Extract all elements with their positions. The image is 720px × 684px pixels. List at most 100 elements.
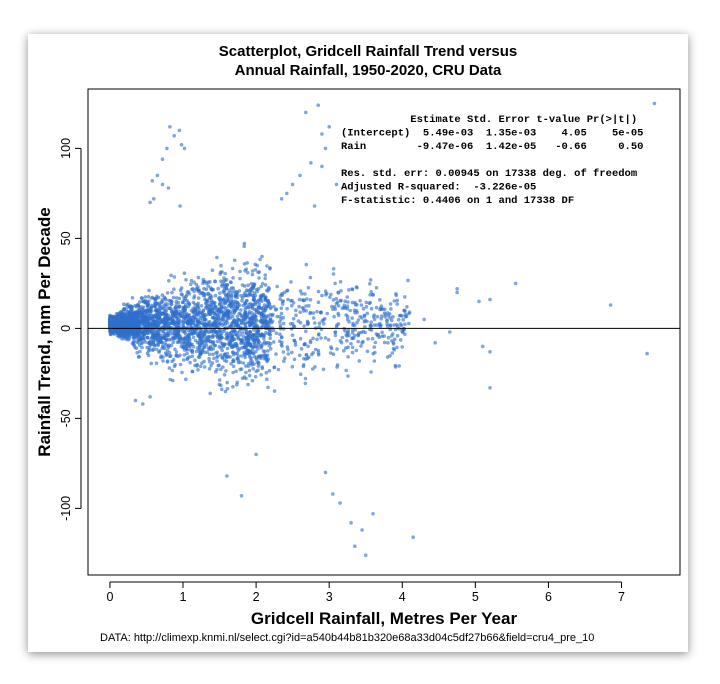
data-point bbox=[205, 324, 210, 328]
data-point bbox=[368, 282, 372, 286]
data-point bbox=[319, 336, 323, 340]
data-point bbox=[240, 376, 245, 381]
data-point bbox=[406, 278, 410, 283]
data-point bbox=[236, 354, 241, 359]
data-point bbox=[306, 286, 311, 290]
data-point bbox=[260, 254, 264, 259]
data-point bbox=[388, 323, 393, 327]
data-point bbox=[251, 294, 256, 298]
data-point bbox=[320, 293, 324, 298]
data-point bbox=[216, 286, 220, 291]
data-point bbox=[300, 298, 305, 302]
data-point bbox=[147, 288, 151, 293]
data-point bbox=[225, 380, 229, 385]
data-point bbox=[360, 528, 364, 532]
data-point bbox=[346, 355, 350, 359]
data-point bbox=[386, 341, 390, 345]
data-point bbox=[306, 344, 310, 349]
data-point bbox=[379, 323, 383, 328]
x-tick-label: 4 bbox=[399, 590, 406, 604]
data-point bbox=[285, 306, 289, 311]
data-point bbox=[179, 286, 184, 290]
data-point bbox=[364, 304, 369, 309]
data-point bbox=[226, 310, 231, 315]
y-tick-label: -50 bbox=[59, 409, 73, 427]
data-point bbox=[146, 341, 151, 345]
data-point bbox=[226, 304, 231, 308]
data-point bbox=[291, 316, 296, 321]
data-point bbox=[182, 353, 187, 357]
data-point bbox=[331, 272, 336, 276]
data-point bbox=[365, 311, 370, 316]
data-point bbox=[394, 293, 399, 298]
data-point bbox=[242, 352, 247, 357]
data-point bbox=[338, 501, 342, 505]
data-point bbox=[251, 297, 256, 302]
y-axis: -100 -50 0 50 100 bbox=[59, 138, 82, 521]
data-point bbox=[137, 333, 142, 337]
data-point bbox=[246, 361, 251, 366]
data-point bbox=[290, 364, 295, 369]
data-point bbox=[352, 323, 357, 328]
data-point bbox=[242, 241, 247, 246]
data-point bbox=[236, 358, 240, 362]
data-point bbox=[282, 359, 286, 364]
data-point bbox=[203, 318, 207, 322]
data-point bbox=[267, 332, 272, 337]
data-point bbox=[407, 310, 412, 315]
data-point bbox=[365, 349, 370, 354]
data-point bbox=[319, 310, 323, 315]
data-point bbox=[129, 321, 134, 326]
data-point bbox=[229, 297, 234, 301]
data-point bbox=[197, 310, 202, 315]
data-point bbox=[222, 286, 227, 290]
data-point bbox=[368, 300, 373, 305]
data-point bbox=[311, 316, 316, 320]
data-point bbox=[245, 261, 249, 265]
data-point bbox=[217, 378, 222, 382]
data-point bbox=[183, 302, 188, 307]
data-point bbox=[231, 350, 235, 355]
data-point bbox=[254, 356, 259, 360]
data-point bbox=[199, 335, 203, 340]
data-point bbox=[371, 512, 375, 516]
data-point bbox=[211, 342, 215, 346]
data-point bbox=[350, 287, 354, 291]
data-point bbox=[246, 340, 251, 345]
data-point bbox=[372, 323, 377, 327]
data-point bbox=[279, 311, 284, 316]
data-point bbox=[139, 336, 144, 341]
data-point bbox=[254, 329, 259, 334]
data-point bbox=[307, 355, 311, 360]
data-point bbox=[132, 339, 137, 344]
data-point bbox=[328, 295, 332, 300]
data-point bbox=[209, 363, 213, 368]
data-point bbox=[111, 323, 116, 327]
data-point bbox=[170, 368, 175, 373]
data-point bbox=[207, 352, 212, 357]
data-point bbox=[168, 316, 172, 321]
data-point bbox=[219, 284, 224, 288]
data-point bbox=[382, 340, 387, 345]
data-point bbox=[153, 321, 157, 326]
data-point bbox=[363, 553, 368, 557]
data-point bbox=[154, 332, 158, 337]
data-point bbox=[331, 352, 336, 357]
data-point bbox=[198, 350, 202, 354]
data-point bbox=[204, 305, 208, 310]
data-point bbox=[261, 349, 266, 353]
data-point bbox=[369, 306, 374, 311]
data-point bbox=[150, 179, 155, 183]
data-point bbox=[145, 351, 150, 356]
data-point bbox=[298, 310, 303, 315]
data-point bbox=[244, 364, 248, 368]
data-point bbox=[141, 316, 145, 321]
data-point bbox=[240, 283, 245, 287]
data-point bbox=[266, 341, 271, 345]
data-point bbox=[149, 342, 154, 347]
data-point bbox=[298, 336, 303, 341]
data-point bbox=[304, 304, 308, 308]
data-point bbox=[258, 343, 263, 348]
data-point bbox=[316, 348, 321, 353]
data-point bbox=[253, 374, 258, 379]
